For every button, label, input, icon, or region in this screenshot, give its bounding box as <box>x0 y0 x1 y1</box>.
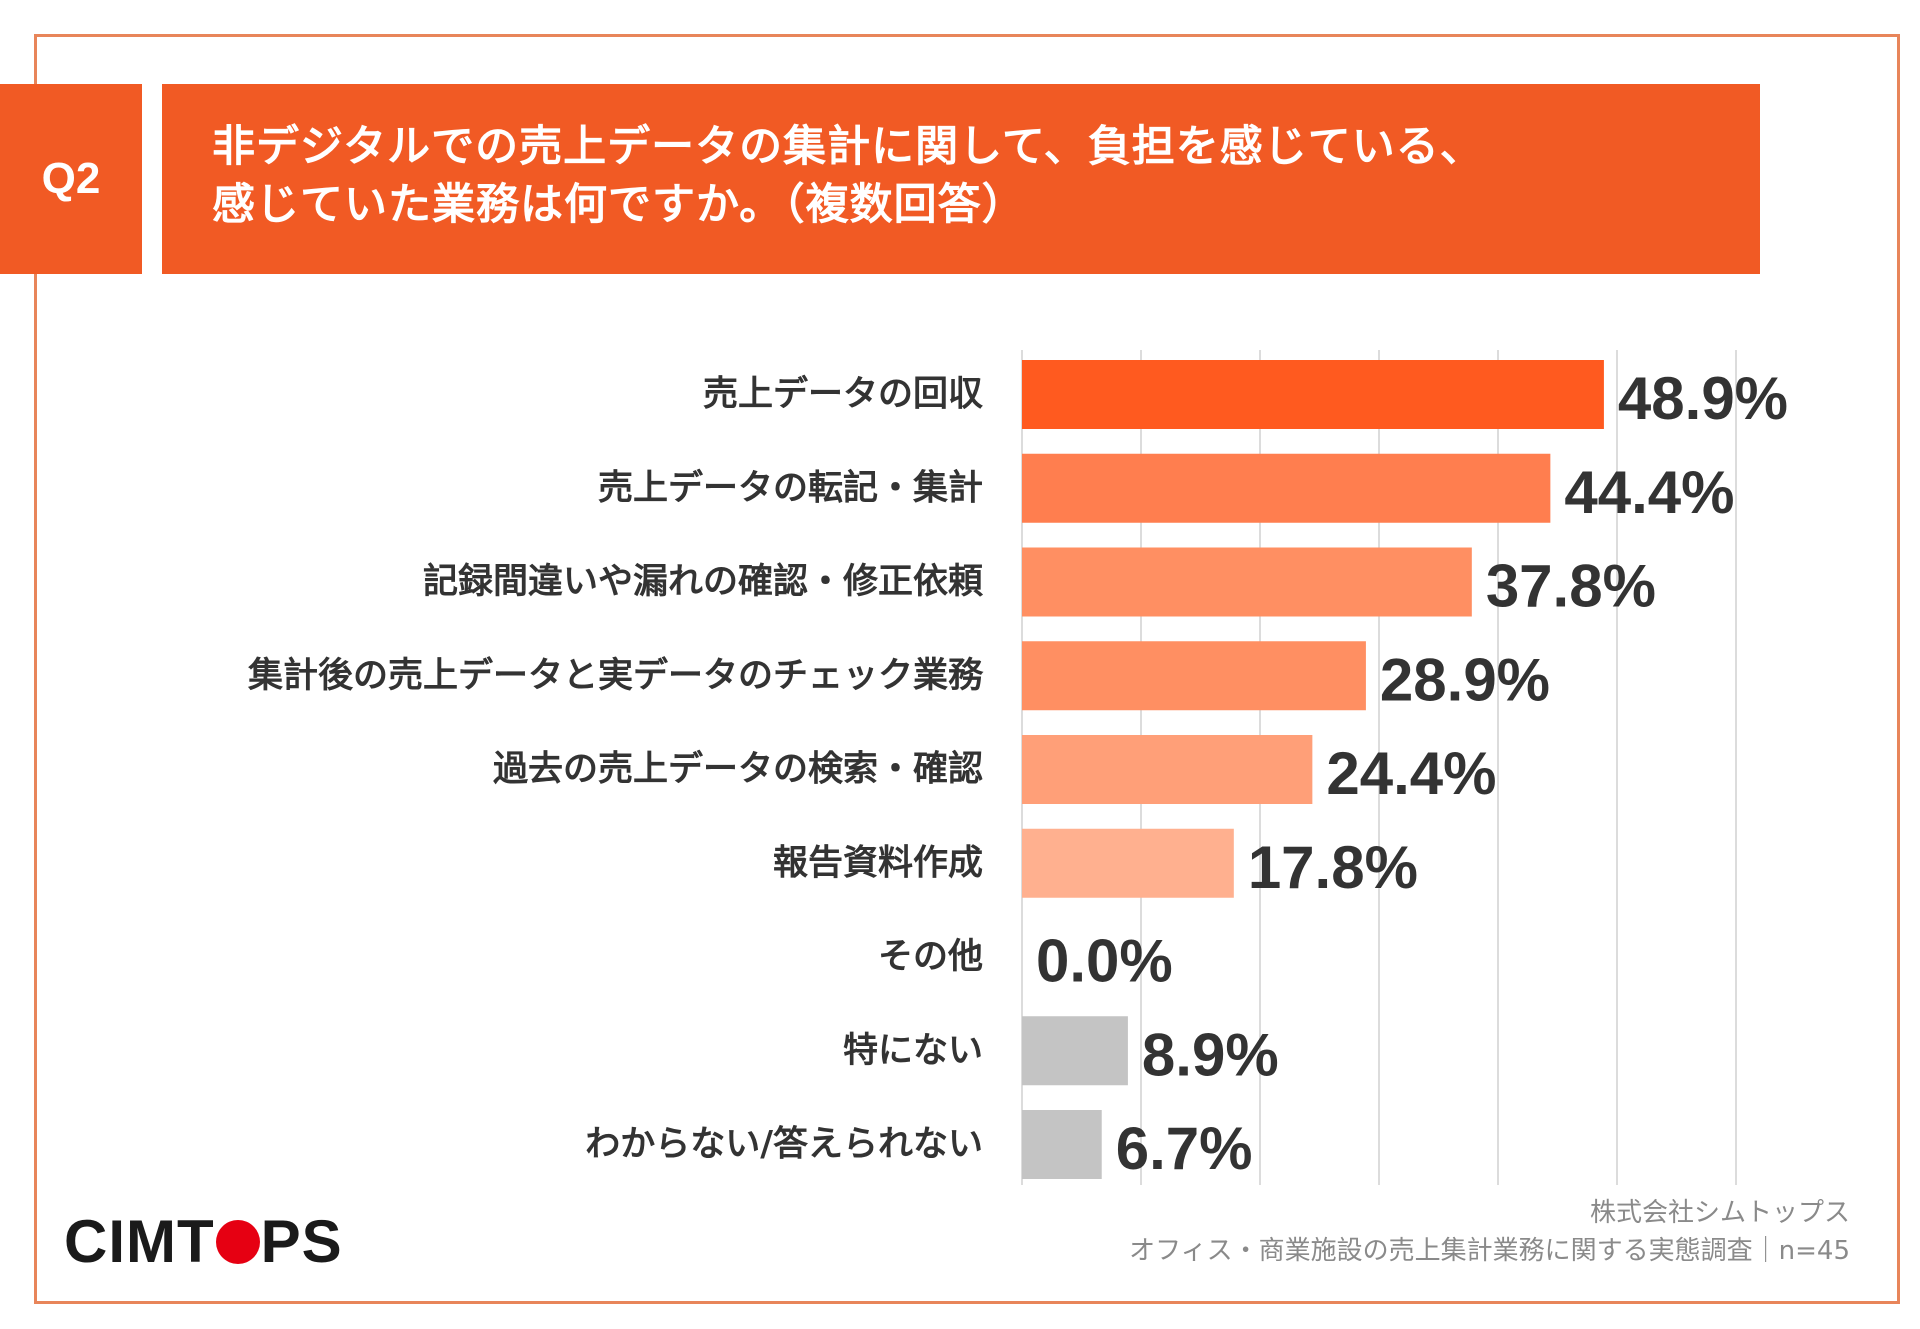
question-text-line-1: 非デジタルでの売上データの集計に関して、負担を感じている、 <box>212 122 1484 172</box>
cimtops-logo: CIMT PS <box>64 1212 343 1272</box>
value-label: 28.9% <box>1380 646 1550 713</box>
bar <box>1022 1016 1128 1086</box>
question-badge: Q2 <box>0 84 142 274</box>
value-label: 0.0% <box>1036 928 1173 995</box>
category-label: 特にない <box>843 1031 983 1071</box>
bar <box>1022 547 1472 617</box>
category-label: わからない/答えられない <box>585 1125 983 1165</box>
value-label: 6.7% <box>1116 1115 1253 1182</box>
category-label: 売上データの転記・集計 <box>598 467 983 508</box>
source-company: 株式会社シムトップス <box>1589 1198 1850 1228</box>
question-text-line-2: 感じていた業務は何ですか。（複数回答） <box>212 180 1026 230</box>
logo-text-start: CIMT <box>64 1208 215 1275</box>
category-label: 売上データの回収 <box>703 374 983 415</box>
source-survey: オフィス・商業施設の売上集計業務に関する実態調査｜n=45 <box>1129 1236 1850 1266</box>
bar <box>1022 735 1313 804</box>
question-banner: 非デジタルでの売上データの集計に関して、負担を感じている、 感じていた業務は何で… <box>162 84 1760 274</box>
value-label: 8.9% <box>1142 1021 1279 1088</box>
bar <box>1022 828 1234 898</box>
value-label: 37.8% <box>1486 553 1656 620</box>
value-label: 44.4% <box>1564 459 1734 526</box>
value-label: 48.9% <box>1618 365 1788 432</box>
category-label: 報告資料作成 <box>773 843 983 883</box>
category-label: 集計後の売上データと実データのチェック業務 <box>247 655 984 696</box>
category-label: その他 <box>878 937 983 977</box>
outer-frame <box>34 34 1900 1304</box>
logo-text-end: PS <box>260 1208 343 1275</box>
category-label: 過去の売上データの検索・確認 <box>493 749 983 790</box>
bar <box>1022 641 1366 711</box>
value-label: 24.4% <box>1326 740 1496 807</box>
logo-dot-icon <box>215 1220 260 1264</box>
category-label: 記録間違いや漏れの確認・修正依頼 <box>423 562 984 602</box>
value-label: 17.8% <box>1248 834 1418 901</box>
bar <box>1022 1110 1102 1179</box>
bar <box>1022 453 1551 523</box>
bar <box>1022 360 1604 429</box>
